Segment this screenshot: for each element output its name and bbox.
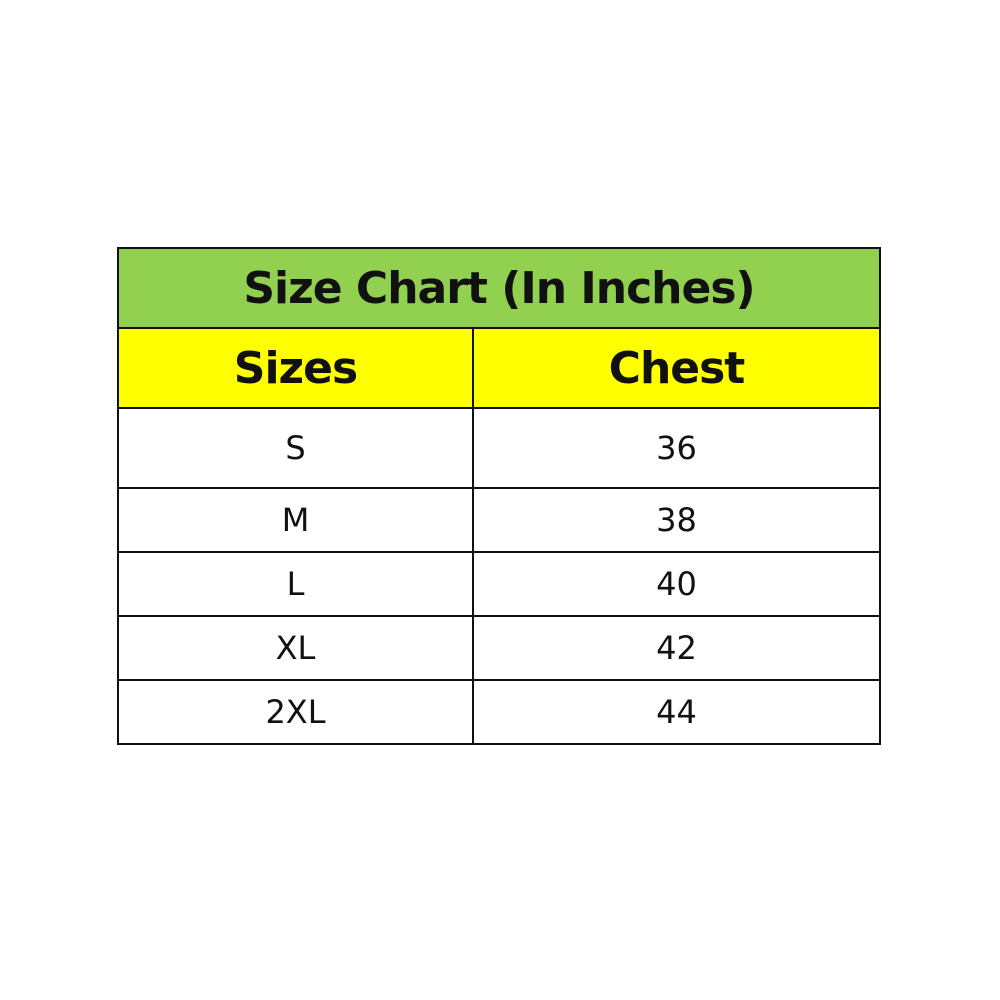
size-cell: M [117, 487, 474, 553]
header-sizes: Sizes [117, 327, 474, 409]
table-row: 2XL 44 [117, 679, 881, 745]
chest-cell: 42 [472, 615, 881, 681]
chest-cell: 38 [472, 487, 881, 553]
table-row: XL 42 [117, 615, 881, 681]
size-cell: S [117, 407, 474, 489]
table-title: Size Chart (In Inches) [117, 247, 881, 329]
table-row: L 40 [117, 551, 881, 617]
chest-cell: 44 [472, 679, 881, 745]
header-row: Sizes Chest [117, 327, 881, 409]
table-row: M 38 [117, 487, 881, 553]
chest-cell: 36 [472, 407, 881, 489]
chest-cell: 40 [472, 551, 881, 617]
header-chest: Chest [472, 327, 881, 409]
size-cell: XL [117, 615, 474, 681]
size-chart-table: Size Chart (In Inches) Sizes Chest S 36 … [117, 247, 881, 745]
table-row: S 36 [117, 407, 881, 489]
size-cell: L [117, 551, 474, 617]
size-cell: 2XL [117, 679, 474, 745]
